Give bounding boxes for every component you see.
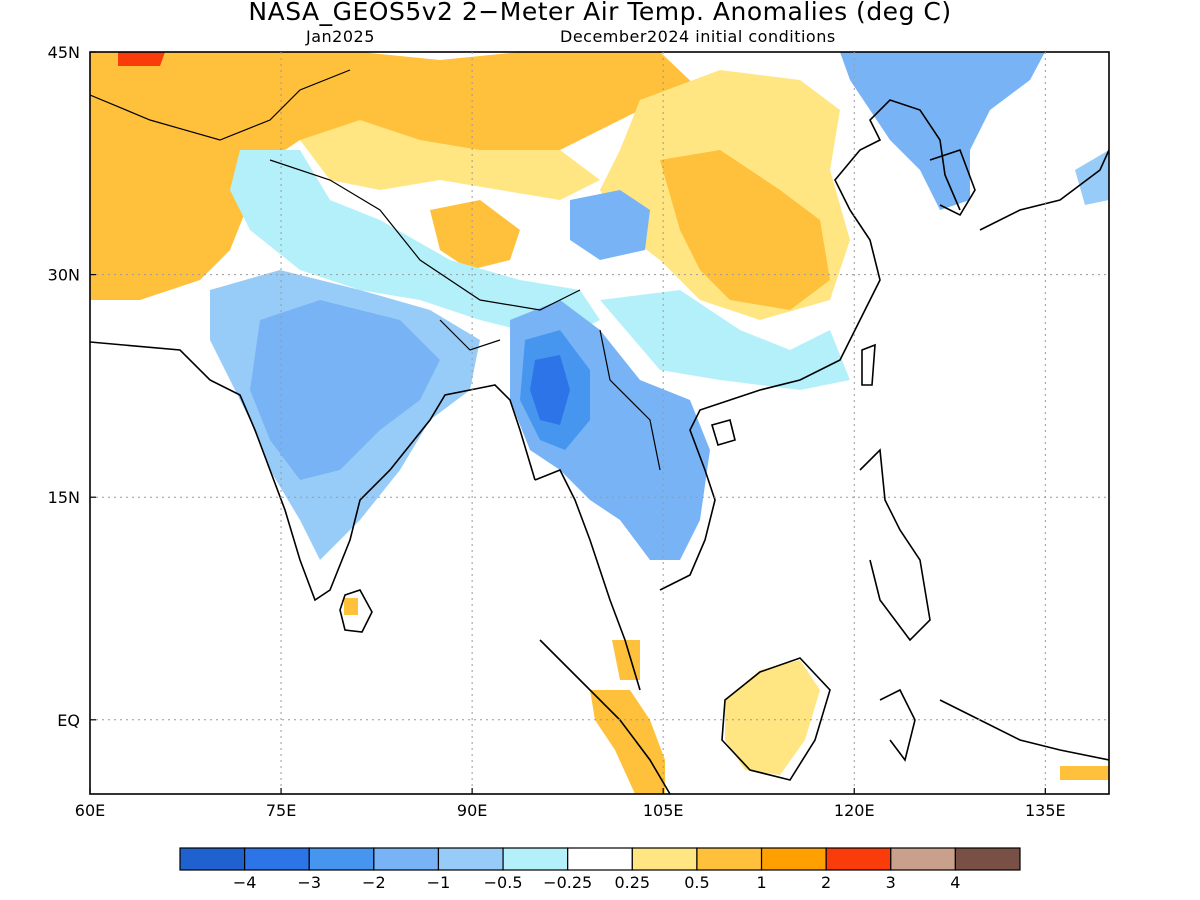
region-india-core-cool	[250, 300, 440, 480]
lat-tick-label: 45N	[48, 43, 80, 62]
colorbar-segment	[825, 847, 892, 871]
longitude-ticks: 60E 75E 90E 105E 120E 135E	[75, 788, 1066, 820]
region-sri-lanka-warm	[344, 598, 358, 615]
coastlines	[90, 69, 1109, 794]
coast-sulawesi-newguinea	[879, 688, 1109, 762]
map-frame	[89, 51, 1110, 795]
region-borneo-warm	[725, 660, 820, 775]
colorbar-segment	[179, 847, 246, 871]
coast-borneo	[721, 657, 831, 781]
lon-tick-label: 105E	[643, 801, 684, 820]
coast-east-china	[834, 99, 961, 211]
coast-philippines	[859, 448, 931, 642]
region-northeast-asia-cool	[840, 52, 1045, 210]
colorbar-segment	[244, 847, 310, 871]
colorbar-label: −4	[233, 873, 257, 892]
lon-tick-label: 90E	[457, 801, 487, 820]
coast-sri-lanka	[339, 589, 373, 633]
region-kazakhstan-hot-spot	[118, 52, 165, 66]
colorbar-segment	[502, 847, 569, 871]
region-tibet-plateau-warm	[430, 200, 520, 270]
region-south-china-cool	[600, 290, 850, 390]
colorbar-label: 4	[950, 873, 960, 892]
colorbar-segment	[567, 847, 633, 871]
colorbar-segment	[760, 847, 827, 871]
region-sumatra-warm	[590, 690, 665, 794]
coast-indochina	[534, 209, 881, 691]
latitude-ticks: 45N 30N 15N EQ	[48, 43, 96, 730]
region-japan-cool	[1075, 150, 1109, 205]
coast-taiwan-hainan	[710, 343, 876, 446]
colorbar-segment	[373, 847, 440, 871]
region-himalaya-pale-cool	[230, 150, 600, 340]
colorbar-segment	[954, 847, 1021, 871]
lon-tick-label: 75E	[266, 801, 296, 820]
colorbar-segment	[696, 847, 763, 871]
colorbar-segment	[437, 847, 504, 871]
colorbar-label: 0.5	[684, 873, 709, 892]
lon-tick-label: 135E	[1025, 801, 1066, 820]
lon-tick-label: 60E	[75, 801, 105, 820]
lat-tick-label: EQ	[57, 711, 80, 730]
region-new-guinea-warm	[1060, 766, 1109, 780]
coast-india	[90, 341, 536, 602]
region-tibet-cool	[570, 190, 650, 260]
colorbar-segment	[631, 847, 698, 871]
initial-conditions: December2024 initial conditions	[560, 27, 836, 46]
colorbar-label: 0.25	[614, 873, 650, 892]
colorbar-label: −1	[427, 873, 451, 892]
region-malaya-warm	[612, 640, 640, 680]
chart-title: NASA_GEOS5v2 2−Meter Air Temp. Anomalies…	[248, 0, 952, 26]
lat-tick-label: 15N	[48, 488, 80, 507]
colorbar-label: −2	[362, 873, 386, 892]
anomaly-field	[90, 52, 1109, 794]
colorbar-label: −0.5	[484, 873, 523, 892]
region-central-china-warm	[660, 150, 830, 310]
forecast-month: Jan2025	[306, 27, 375, 46]
colorbar-segment	[308, 847, 375, 871]
colorbar-label: −0.25	[543, 873, 592, 892]
colorbar-label: −3	[297, 873, 321, 892]
colorbar-label: 3	[886, 873, 896, 892]
border-lines	[90, 69, 661, 471]
colorbar-segment	[890, 847, 956, 871]
colorbar: −4 −3 −2 −1 −0.5 −0.25 0.25 0.5 1 2 3 4	[179, 847, 1021, 892]
lat-tick-label: 30N	[48, 266, 80, 285]
gridlines	[90, 52, 1109, 794]
colorbar-label: 1	[756, 873, 766, 892]
region-northwest-china-pale	[300, 120, 600, 200]
lon-tick-label: 120E	[834, 801, 875, 820]
region-myanmar-cold	[530, 355, 570, 425]
colorbar-label: 2	[821, 873, 831, 892]
coast-japan-korea	[929, 148, 1109, 231]
